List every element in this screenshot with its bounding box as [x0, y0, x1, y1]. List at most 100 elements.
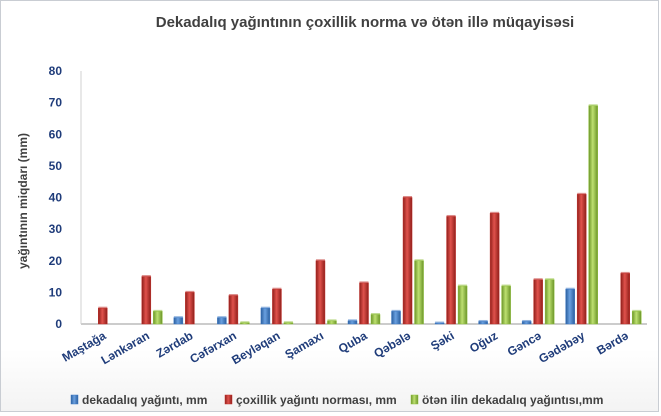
- bar: [588, 105, 598, 325]
- bar-cap: [403, 196, 413, 198]
- x-tick-label: Quba: [336, 328, 370, 356]
- bar-cap: [228, 294, 238, 296]
- y-tick-label: 80: [49, 64, 63, 78]
- bar-cap: [153, 309, 163, 312]
- bar: [141, 276, 152, 325]
- bar-cap: [348, 319, 357, 321]
- bar: [391, 311, 401, 325]
- bar: [240, 322, 250, 325]
- bar-cap: [588, 104, 598, 106]
- bar-cap: [533, 278, 543, 280]
- x-tick-label: Cəfərxan: [187, 328, 238, 366]
- bar-group: [173, 290, 195, 325]
- legend-label: çoxillik yağıntı norması, mm: [236, 393, 397, 407]
- bar-group: [315, 259, 337, 325]
- bar-group: [565, 104, 598, 325]
- x-tick-label: Beyləqan: [229, 328, 282, 367]
- legend-label: dekadalıq yağıntı, mm: [82, 393, 207, 407]
- bar: [370, 314, 381, 325]
- y-tick-label: 50: [49, 159, 63, 173]
- legend: dekadalıq yağıntı, mm çoxillik yağıntı no…: [70, 393, 603, 407]
- bar-cap: [458, 284, 468, 287]
- y-tick-label: 60: [49, 127, 63, 141]
- bar-cap: [490, 211, 500, 214]
- bar-cap: [173, 316, 183, 318]
- legend-swatch: [410, 394, 419, 405]
- bar-cap: [565, 287, 575, 290]
- bar: [620, 273, 630, 325]
- x-tick-label: Bərdə: [594, 328, 631, 357]
- bar: [173, 317, 184, 325]
- bar-group: [391, 196, 424, 325]
- x-tick-label: Gədəbəy: [536, 328, 587, 366]
- bar-cap: [435, 321, 445, 324]
- chart-title: Dekadalıq yağıntının çoxillik norma və ö…: [156, 14, 574, 31]
- bar-cap: [414, 259, 424, 261]
- bar: [260, 307, 271, 325]
- y-tick-label: 10: [49, 285, 63, 299]
- bar-cap: [632, 309, 642, 312]
- bar-cap: [501, 284, 511, 287]
- legend-swatch: [70, 394, 79, 405]
- bar-cap: [577, 192, 587, 195]
- legend-item: çoxillik yağıntı norması, mm: [224, 393, 397, 407]
- x-tick-label: Lənkəran: [99, 328, 152, 367]
- bar: [153, 311, 163, 325]
- bar-cap: [620, 271, 630, 274]
- x-tick-label: Şəki: [428, 328, 456, 352]
- bar-group: [434, 214, 468, 325]
- bar: [478, 321, 488, 325]
- bar-group: [347, 281, 381, 325]
- bar-cap: [315, 259, 325, 261]
- bar-group: [217, 294, 250, 325]
- bar: [501, 285, 511, 325]
- bar-cap: [545, 278, 555, 280]
- bar: [434, 322, 445, 325]
- legend-item: dekadalıq yağıntı, mm: [70, 393, 207, 407]
- x-tick-label: Şamaxı: [283, 328, 326, 361]
- bar: [315, 260, 326, 325]
- bar: [565, 288, 575, 325]
- bar: [283, 322, 294, 325]
- bar-cap: [98, 306, 108, 309]
- bar: [98, 307, 108, 325]
- bar-cap: [141, 275, 151, 277]
- bar-group: [478, 211, 511, 325]
- bar-cap: [217, 316, 227, 318]
- bar: [185, 292, 195, 325]
- bar: [414, 260, 424, 325]
- bar: [576, 194, 587, 325]
- bar-group: [141, 275, 163, 325]
- bar-cap: [327, 319, 337, 321]
- bar: [533, 279, 543, 325]
- bar-group: [521, 278, 555, 325]
- bar: [402, 197, 413, 325]
- y-tick-label: 40: [49, 191, 63, 205]
- bar: [446, 216, 456, 325]
- bar: [327, 320, 337, 325]
- y-axis-label: yağıntının miqdarı (mm): [16, 133, 30, 269]
- y-tick-labels: 0 10 20 30 40 50 60 70 80: [49, 64, 63, 331]
- legend-label: ötən ilin dekadalıq yağıntısı,mm: [422, 393, 603, 407]
- bar-cap: [478, 319, 488, 322]
- bar-cap: [371, 313, 380, 315]
- bar: [359, 282, 369, 325]
- bar: [457, 285, 468, 325]
- bar: [228, 295, 239, 325]
- bar-chart: Dekadalıq yağıntının çoxillik norma və ö…: [16, 14, 647, 407]
- bar-cap: [272, 287, 282, 290]
- bar-cap: [185, 290, 195, 293]
- bar: [631, 311, 642, 325]
- y-tick-label: 30: [49, 222, 63, 236]
- bar-group: [620, 271, 642, 325]
- bar: [544, 279, 555, 325]
- x-tick-label: Oğuz: [467, 328, 500, 355]
- legend-item: ötən ilin dekadalıq yağıntısı,mm: [410, 393, 603, 407]
- bar-cap: [240, 321, 250, 323]
- bar: [347, 320, 358, 325]
- legend-swatch: [224, 394, 233, 405]
- bar-cap: [260, 306, 270, 309]
- bar: [489, 213, 500, 325]
